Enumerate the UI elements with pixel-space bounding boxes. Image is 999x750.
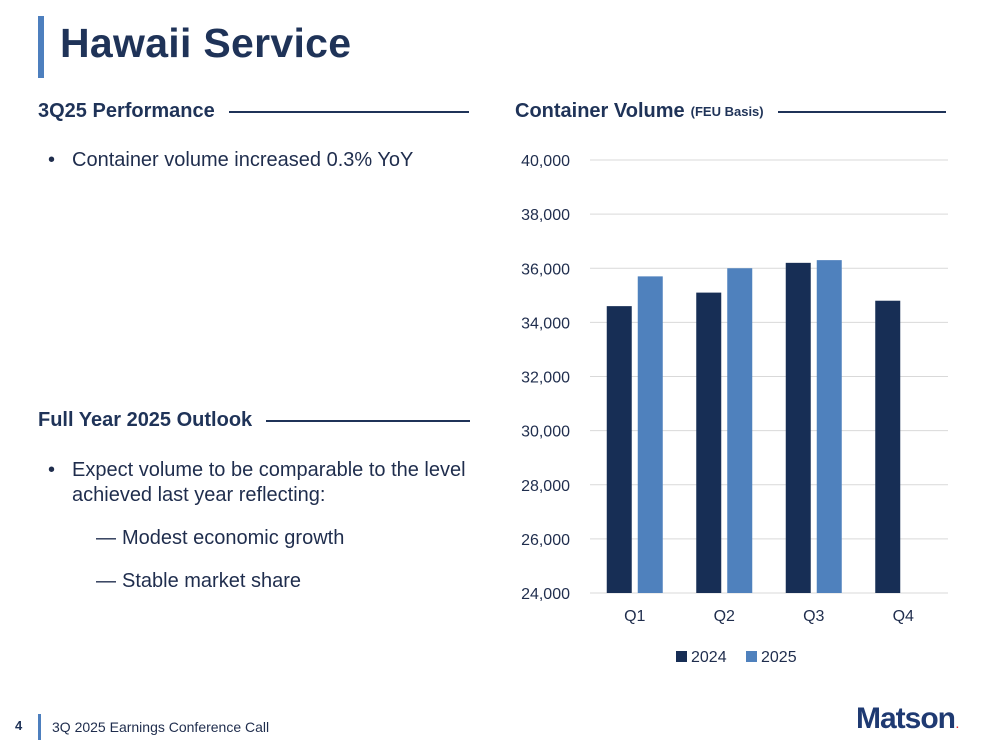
chart-heading-rule [777,110,946,113]
performance-heading: 3Q25 Performance [38,100,469,123]
performance-bullets: • Container volume increased 0.3% YoY [48,148,413,173]
x-tick-label: Q3 [803,608,824,625]
bar-2025-q1 [637,276,663,593]
outlook-heading: Full Year 2025 Outlook [38,409,471,432]
bullet-dot-icon: • [48,149,56,171]
outlook-bullet-text: Expect volume to be comparable to the le… [72,459,466,506]
outlook-sub-text-2: Stable market share [122,570,301,592]
chart-heading-sub: (FEU Basis) [690,104,764,119]
y-tick-label: 26,000 [521,532,570,549]
container-volume-chart: 24,000 26,000 28,000 30,000 32,000 34,000 36,0… [521,153,948,666]
performance-heading-rule [228,110,469,113]
matson-logo: Matson. [856,702,959,736]
outlook-bullet: • Expect volume to be comparable to the … [48,458,488,508]
footer-accent-bar [38,714,41,740]
legend-label-2024: 2024 [691,649,727,666]
performance-heading-text: 3Q25 Performance [38,100,215,122]
y-tick-label: 34,000 [521,315,570,332]
legend-label-2025: 2025 [761,649,797,666]
bar-2024-q3 [785,262,811,593]
page-title: Hawaii Service [60,20,352,66]
x-tick-label: Q2 [714,608,735,625]
dash-icon: — [96,527,116,549]
outlook-bullets: • Expect volume to be comparable to the … [48,458,488,594]
y-tick-label: 28,000 [521,478,570,495]
legend-swatch-2024 [676,651,687,662]
performance-bullet: • Container volume increased 0.3% YoY [48,148,413,173]
y-tick-label: 24,000 [521,586,570,603]
dash-icon: — [96,570,116,592]
x-tick-label: Q1 [624,608,645,625]
chart-heading: Container Volume (FEU Basis) [515,100,946,123]
bar-2025-q3 [816,260,842,593]
bullet-dot-icon: • [48,459,56,481]
bar-2024-q4 [875,300,901,593]
y-tick-label: 32,000 [521,370,570,387]
page-number: 4 [15,718,23,733]
x-tick-label: Q4 [893,608,914,625]
title-accent-bar [38,16,44,78]
footer-text: 3Q 2025 Earnings Conference Call [52,719,270,735]
y-tick-label: 40,000 [521,153,570,170]
legend-swatch-2025 [746,651,757,662]
logo-dot: . [956,720,959,731]
performance-bullet-text: Container volume increased 0.3% YoY [72,149,414,171]
outlook-sub-bullet: — Modest economic growth [96,526,488,551]
y-tick-label: 30,000 [521,424,570,441]
outlook-sub-bullet: — Stable market share [96,569,488,594]
outlook-heading-rule [266,419,471,422]
outlook-heading-text: Full Year 2025 Outlook [38,409,253,431]
bar-2025-q2 [727,268,753,593]
y-tick-label: 38,000 [521,207,570,224]
bar-2024-q1 [606,306,632,593]
outlook-sub-text-1: Modest economic growth [122,527,345,549]
y-tick-label: 36,000 [521,261,570,278]
bar-2024-q2 [696,292,722,593]
logo-text: Matson [856,702,956,735]
chart-heading-text: Container Volume [515,100,685,122]
